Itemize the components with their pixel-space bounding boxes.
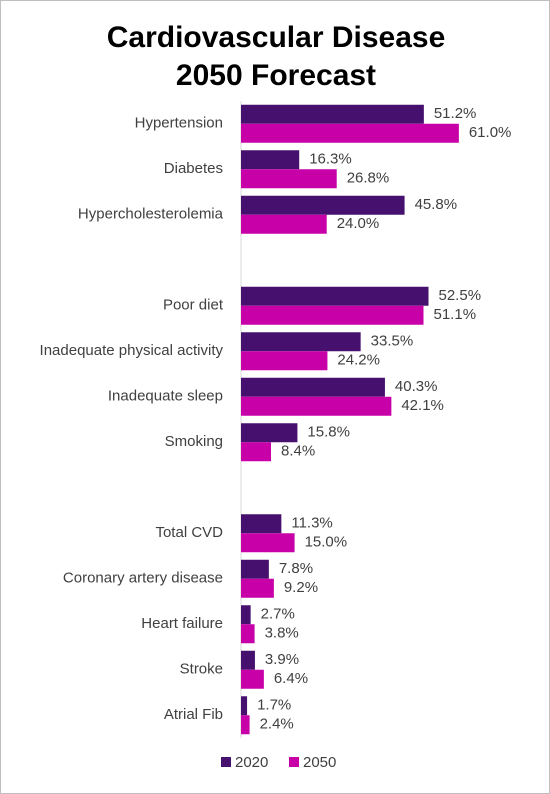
bar	[241, 305, 424, 325]
bar	[241, 104, 424, 124]
bar	[241, 442, 271, 462]
value-label: 2.4%	[260, 716, 294, 733]
bar	[241, 286, 429, 306]
bar	[241, 624, 255, 644]
bar	[241, 195, 405, 215]
bar	[241, 559, 269, 579]
bar	[241, 123, 459, 143]
value-label: 42.1%	[401, 397, 444, 414]
chart-title: Cardiovascular Disease 2050 Forecast	[106, 21, 446, 92]
bar	[241, 396, 392, 416]
value-label: 61.0%	[469, 124, 512, 141]
bar	[241, 351, 328, 371]
category-label: Diabetes	[164, 160, 223, 177]
value-label: 7.8%	[279, 560, 313, 577]
bar	[241, 214, 327, 234]
value-label: 8.4%	[281, 443, 315, 460]
legend-label: 2050	[303, 754, 336, 771]
bar	[241, 578, 274, 598]
category-label: Coronary artery disease	[63, 570, 223, 587]
category-label: Hypertension	[135, 115, 223, 132]
category-label: Hypercholesterolemia	[78, 206, 224, 223]
category-label: Heart failure	[141, 615, 223, 632]
legend-label: 2020	[235, 754, 268, 771]
bar	[241, 150, 300, 170]
value-label: 15.0%	[305, 534, 348, 551]
legend-swatch	[289, 757, 299, 767]
value-label: 15.8%	[307, 424, 350, 441]
bar	[241, 715, 250, 735]
bar	[241, 514, 282, 534]
bar	[241, 332, 361, 352]
value-label: 33.5%	[371, 333, 414, 350]
value-label: 3.9%	[265, 651, 299, 668]
category-label: Inadequate sleep	[108, 388, 223, 405]
value-label: 51.2%	[434, 105, 477, 122]
value-label: 3.8%	[265, 625, 299, 642]
bar	[241, 650, 255, 670]
value-label: 24.0%	[337, 215, 380, 232]
value-label: 52.5%	[439, 287, 482, 304]
category-label: Smoking	[165, 433, 223, 450]
bar	[241, 533, 295, 553]
value-label: 6.4%	[274, 670, 308, 687]
value-label: 26.8%	[347, 170, 390, 187]
legend-swatch	[221, 757, 231, 767]
category-label: Stroke	[180, 661, 223, 678]
value-label: 9.2%	[284, 579, 318, 596]
value-label: 45.8%	[415, 196, 458, 213]
value-label: 16.3%	[309, 151, 352, 168]
value-label: 2.7%	[261, 606, 295, 623]
bar	[241, 605, 251, 625]
value-label: 24.2%	[337, 352, 380, 369]
category-label: Poor diet	[163, 297, 224, 314]
bar	[241, 696, 248, 716]
bar	[241, 669, 264, 689]
value-label: 1.7%	[257, 697, 291, 714]
category-label: Atrial Fib	[164, 706, 223, 723]
bar	[241, 169, 337, 189]
value-label: 40.3%	[395, 378, 438, 395]
category-label: Total CVD	[155, 524, 223, 541]
bar	[241, 377, 385, 397]
bar	[241, 423, 298, 443]
value-label: 11.3%	[291, 515, 332, 532]
value-label: 51.1%	[434, 306, 477, 323]
category-label: Inadequate physical activity	[40, 342, 224, 359]
